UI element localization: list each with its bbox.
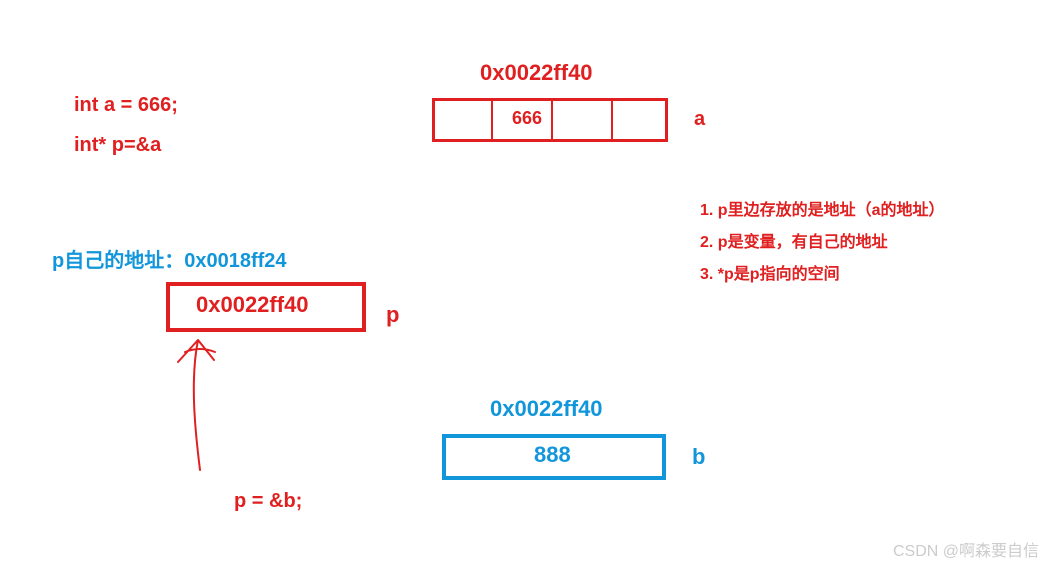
code-line-3: p = &b; bbox=[234, 490, 302, 513]
code-line-1: int a = 666; bbox=[74, 94, 178, 117]
b-value: 888 bbox=[534, 442, 571, 468]
watermark: CSDN @啊森要自信 bbox=[893, 537, 1039, 561]
note-1: 1. p里边存放的是地址（a的地址） bbox=[700, 196, 944, 220]
p-value: 0x0022ff40 bbox=[196, 292, 309, 318]
note-2: 2. p是变量，有自己的地址 bbox=[700, 228, 888, 252]
p-label: p bbox=[386, 302, 399, 328]
a-address: 0x0022ff40 bbox=[480, 60, 593, 86]
note-3: 3. *p是p指向的空间 bbox=[700, 260, 840, 284]
a-box bbox=[432, 98, 668, 142]
b-label: b bbox=[692, 444, 705, 470]
a-box-div1 bbox=[491, 98, 493, 142]
code-line-2: int* p=&a bbox=[74, 134, 161, 157]
b-address: 0x0022ff40 bbox=[490, 396, 603, 422]
a-label: a bbox=[694, 108, 705, 131]
a-box-div2 bbox=[551, 98, 553, 142]
a-box-div3 bbox=[611, 98, 613, 142]
p-self-address-label: p自己的地址：0x0018ff24 bbox=[52, 244, 287, 273]
a-value: 666 bbox=[512, 108, 542, 129]
